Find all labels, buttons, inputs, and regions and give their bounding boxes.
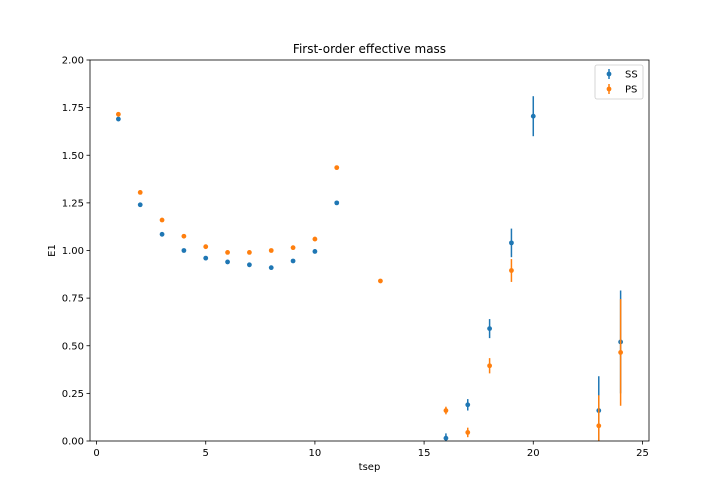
data-point-ss-20 xyxy=(530,113,536,119)
legend-label-ps: PS xyxy=(625,85,637,96)
data-point-ss-17 xyxy=(465,402,471,408)
legend: SS PS xyxy=(594,64,644,100)
data-point-ss-10 xyxy=(312,249,318,254)
y-tick-label: 0.00 xyxy=(62,437,84,448)
legend-marker-ss xyxy=(606,71,612,77)
data-point-ps-1 xyxy=(115,111,121,117)
data-point-ps-18 xyxy=(487,363,492,369)
data-point-ps-4 xyxy=(181,233,187,239)
data-point-ss-16 xyxy=(443,435,449,441)
x-tick-label: 10 xyxy=(309,448,322,459)
data-point-ss-19 xyxy=(509,240,514,246)
data-point-ps-9 xyxy=(290,245,296,251)
legend-marker-ps xyxy=(606,86,612,92)
data-point-ss-2 xyxy=(137,202,143,208)
data-point-ss-8 xyxy=(268,265,274,271)
data-point-ps-23 xyxy=(596,423,602,429)
data-point-ss-6 xyxy=(225,259,230,265)
data-point-ss-5 xyxy=(203,255,209,261)
y-tick-label: 1.00 xyxy=(62,246,84,257)
legend-label-ss: SS xyxy=(625,70,638,81)
data-point-ps-11 xyxy=(334,165,340,171)
data-point-ps-24 xyxy=(618,350,624,355)
data-point-ps-10 xyxy=(312,236,318,242)
data-point-ss-3 xyxy=(159,231,165,237)
y-tick-label: 1.75 xyxy=(62,103,84,114)
data-point-ss-4 xyxy=(181,248,187,253)
axes: 0 5 10 15 20 25 0.00 0.25 0.50 0.75 1.00 1.25 1.50 1.… xyxy=(62,56,650,459)
data-point-ps-2 xyxy=(137,189,143,195)
data-point-ss-7 xyxy=(247,262,252,268)
data-point-ps-6 xyxy=(225,250,230,255)
y-axis-label: E1 xyxy=(47,244,58,257)
data-point-ps-16 xyxy=(443,408,449,413)
y-tick-label: 0.25 xyxy=(62,389,84,400)
data-point-ps-7 xyxy=(247,250,252,255)
data-point-ps-19 xyxy=(509,268,514,273)
data-point-ss-18 xyxy=(487,326,492,332)
data-point-ps-3 xyxy=(159,217,165,223)
y-tick-label: 1.50 xyxy=(62,151,84,162)
data-point-ps-17 xyxy=(465,430,471,435)
data-point-ss-1 xyxy=(115,116,121,122)
data-point-ps-8 xyxy=(268,248,274,253)
y-tick-label: 1.25 xyxy=(62,198,84,209)
data-point-ss-11 xyxy=(334,200,340,206)
y-tick-label: 0.50 xyxy=(62,341,84,352)
data-point-ss-9 xyxy=(290,258,296,264)
x-tick-label: 0 xyxy=(93,448,99,459)
y-tick-label: 0.75 xyxy=(62,294,84,305)
data-marks xyxy=(115,96,624,441)
data-point-ps-5 xyxy=(203,244,209,250)
x-axis-label: tsep xyxy=(359,462,381,473)
series-ps xyxy=(115,111,624,441)
x-tick-label: 20 xyxy=(527,448,540,459)
plot-area xyxy=(90,60,649,441)
x-tick-label: 25 xyxy=(636,448,649,459)
y-tick-label: 2.00 xyxy=(62,56,84,67)
x-tick-label: 15 xyxy=(418,448,431,459)
x-tick-label: 5 xyxy=(203,448,209,459)
data-point-ps-13 xyxy=(378,278,383,284)
chart-title: First-order effective mass xyxy=(293,42,446,56)
